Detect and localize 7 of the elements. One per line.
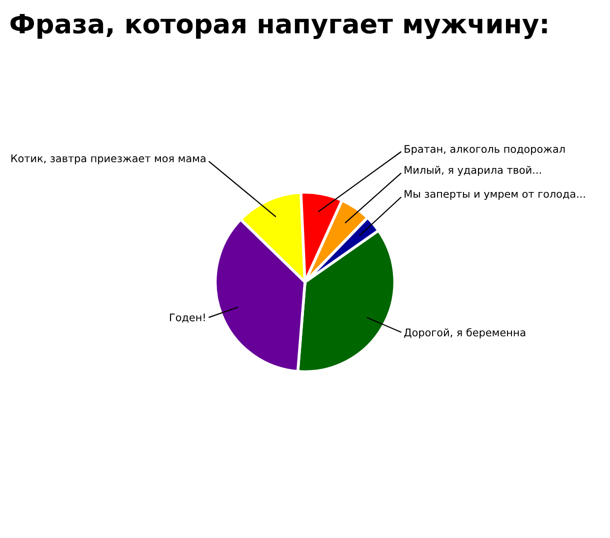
slice-label: Милый, я ударила твой... [404,166,541,176]
slice-label: Годен! [170,314,205,323]
slice-label: Мы заперты и умрем от голода... [404,190,585,200]
chart-title: Фраза, которая напугает мужчину: [10,14,547,39]
slice-label: Дорогой, я беременна [404,328,526,338]
slice-label: Братан, алкоголь подорожал [404,145,565,155]
slice-label: Котик, завтра приезжает моя мама [11,154,206,164]
